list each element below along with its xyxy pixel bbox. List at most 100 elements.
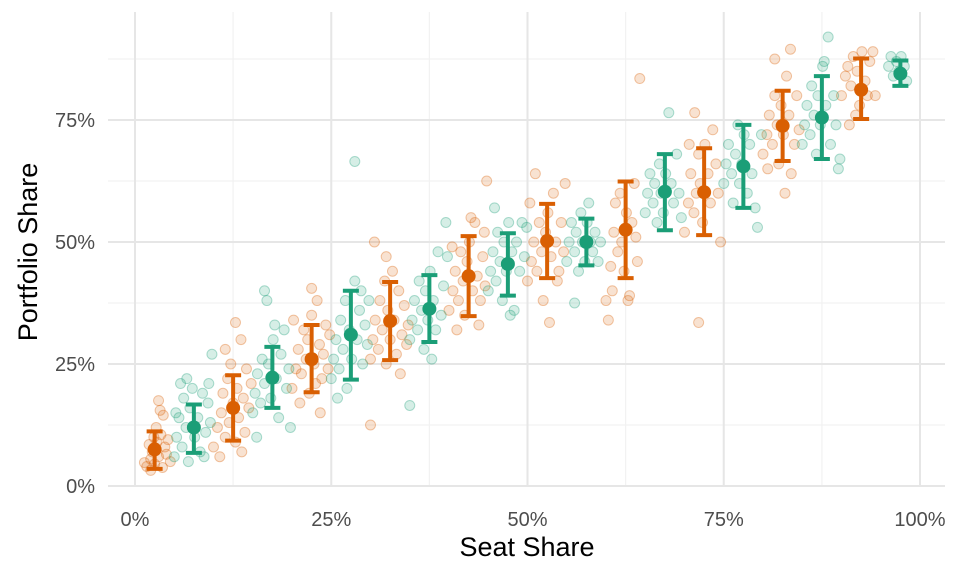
- data-point: [317, 348, 329, 360]
- x-tick-label: 0%: [121, 509, 150, 531]
- data-point: [247, 407, 259, 419]
- data-point: [817, 60, 829, 72]
- data-point: [251, 368, 263, 380]
- mean-point: [461, 269, 476, 284]
- data-point: [531, 265, 543, 277]
- data-point: [286, 382, 298, 394]
- mean-point: [186, 420, 201, 435]
- data-point: [755, 129, 767, 141]
- data-point: [380, 251, 392, 263]
- data-point: [569, 297, 581, 309]
- data-point: [386, 265, 398, 277]
- data-point: [715, 236, 727, 248]
- data-point: [589, 226, 601, 238]
- data-point: [529, 168, 541, 180]
- data-point: [396, 329, 408, 341]
- data-point: [730, 148, 742, 160]
- data-point: [647, 197, 659, 209]
- x-tick-label: 25%: [311, 509, 351, 531]
- data-point: [197, 387, 209, 399]
- data-point: [609, 197, 621, 209]
- data-point: [157, 409, 169, 421]
- data-point: [479, 280, 491, 292]
- data-point: [225, 358, 237, 370]
- data-point: [245, 378, 257, 390]
- data-point: [449, 265, 461, 277]
- data-point: [605, 260, 617, 272]
- data-point: [349, 155, 361, 167]
- data-point: [215, 407, 227, 419]
- data-point: [710, 158, 722, 170]
- data-point: [573, 265, 585, 277]
- data-point: [784, 43, 796, 55]
- data-point: [278, 324, 290, 336]
- data-point: [592, 256, 604, 268]
- error-bars: [146, 56, 909, 471]
- data-point: [451, 324, 463, 336]
- data-point: [404, 334, 416, 346]
- mean-point: [736, 159, 751, 174]
- data-point: [341, 382, 353, 394]
- data-point: [261, 295, 273, 307]
- data-point: [164, 456, 176, 468]
- data-point: [749, 202, 761, 214]
- data-point: [426, 353, 438, 365]
- data-point: [569, 246, 581, 258]
- mean-point: [500, 256, 515, 271]
- data-point: [785, 168, 797, 180]
- data-point: [412, 324, 424, 336]
- data-point: [335, 314, 347, 326]
- data-point: [675, 212, 687, 224]
- data-point: [478, 226, 490, 238]
- data-point: [720, 158, 732, 170]
- data-point: [324, 329, 336, 341]
- mean-point: [147, 442, 162, 457]
- data-point: [508, 304, 520, 316]
- mean-point: [579, 235, 594, 249]
- mean-point: [383, 314, 398, 329]
- data-point: [832, 163, 844, 175]
- data-point: [440, 216, 452, 228]
- data-point: [219, 343, 231, 355]
- data-point: [292, 343, 304, 355]
- data-point: [631, 256, 643, 268]
- data-point: [295, 368, 307, 380]
- data-point: [663, 107, 675, 119]
- data-point: [612, 246, 624, 258]
- data-point: [441, 251, 453, 263]
- data-point: [766, 138, 778, 150]
- data-point: [522, 275, 533, 287]
- data-point: [313, 338, 325, 350]
- data-point: [267, 334, 279, 346]
- data-point: [443, 304, 455, 316]
- data-point: [608, 226, 620, 238]
- data-point: [521, 221, 533, 233]
- data-point: [744, 138, 756, 150]
- data-point: [639, 207, 651, 219]
- y-tick-label: 50%: [55, 232, 95, 254]
- data-point: [489, 202, 501, 214]
- data-point: [818, 55, 830, 67]
- data-point: [671, 148, 683, 160]
- data-point: [413, 275, 425, 287]
- data-point: [168, 451, 180, 463]
- data-point: [330, 334, 342, 346]
- data-point: [481, 175, 493, 187]
- data-point: [408, 295, 420, 307]
- data-point: [516, 216, 528, 228]
- data-point: [275, 348, 287, 360]
- data-point: [367, 334, 379, 346]
- data-point: [533, 216, 545, 228]
- y-tick-label: 0%: [66, 476, 95, 498]
- data-point: [251, 431, 263, 443]
- data-point: [404, 399, 416, 411]
- data-point: [828, 90, 840, 102]
- mean-point: [343, 327, 358, 342]
- data-point: [668, 197, 680, 209]
- data-point: [181, 373, 193, 385]
- data-point: [361, 338, 373, 350]
- data-point: [558, 246, 570, 258]
- data-point: [683, 138, 695, 150]
- data-point: [565, 216, 577, 228]
- data-point: [200, 426, 212, 438]
